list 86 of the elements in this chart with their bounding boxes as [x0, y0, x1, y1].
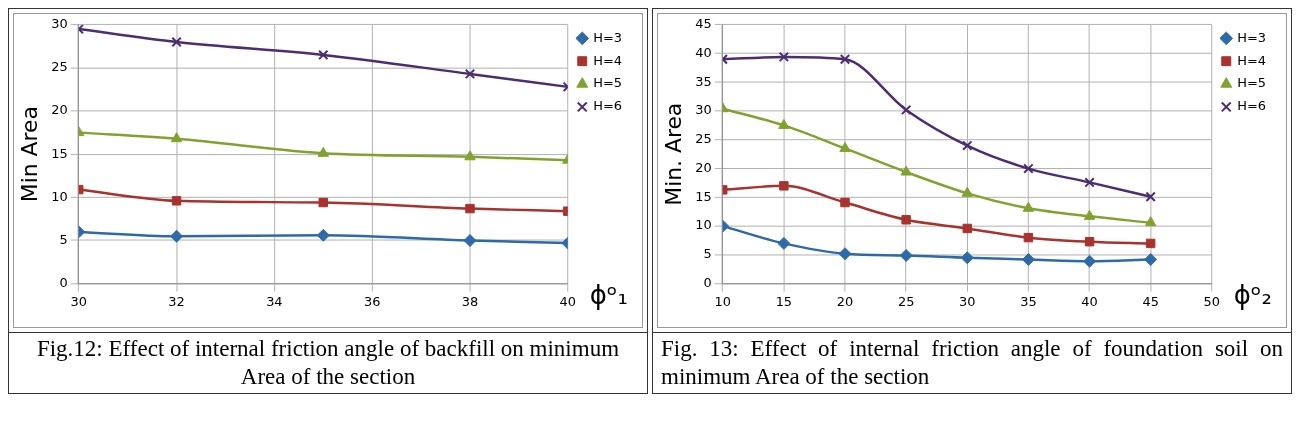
- x-tick-label: 45: [1142, 293, 1159, 309]
- y-tick-label: 10: [51, 188, 68, 204]
- point: [1144, 216, 1157, 227]
- x-tick-label: 38: [461, 293, 479, 309]
- y-tick-label: 5: [59, 231, 68, 247]
- caption: Fig.12: Effect of internal friction angle of backfill on minimum Area of the section: [35, 335, 621, 391]
- point: [464, 68, 476, 80]
- legend-label: H=3: [1237, 29, 1267, 45]
- y-tick-label: 0: [59, 275, 68, 291]
- y-tick-label: 0: [703, 275, 712, 291]
- point: [839, 54, 851, 65]
- y-tick-label: 20: [51, 102, 68, 118]
- y-tick-label: 15: [51, 145, 68, 161]
- point: [1021, 253, 1035, 266]
- y-tick-label: 10: [695, 217, 712, 233]
- point: [1083, 209, 1096, 220]
- y-tick-label: 40: [695, 44, 712, 60]
- point: [318, 49, 329, 61]
- x-tick-label: 34: [266, 293, 283, 309]
- y-tick-label: 15: [695, 188, 712, 204]
- point: [171, 36, 182, 48]
- x-tick-label: 10: [714, 293, 731, 309]
- point: [317, 146, 329, 157]
- point: [901, 215, 911, 225]
- point: [1022, 201, 1035, 212]
- point: [778, 118, 790, 129]
- x-tick-label: 25: [897, 293, 915, 309]
- point: [170, 132, 183, 143]
- point: [465, 203, 475, 214]
- point: [960, 251, 974, 265]
- point: [961, 186, 973, 197]
- point: [464, 150, 476, 161]
- point: [170, 229, 184, 243]
- y-tick-label: 25: [51, 59, 68, 75]
- caption: Fig. 13: Effect of internal friction angle of foundation soil on minimum Area of the section: [660, 335, 1284, 391]
- y-tick-label: 35: [695, 73, 712, 89]
- legend-label: H=6: [593, 98, 623, 114]
- x-tick-label: 15: [775, 293, 793, 309]
- point: [962, 140, 973, 151]
- point: [900, 104, 912, 116]
- point: [1083, 254, 1097, 268]
- point: [171, 196, 182, 206]
- x-tick-label: 30: [959, 293, 976, 309]
- y-tick-label: 30: [51, 16, 68, 32]
- y-tick-label: 20: [695, 159, 712, 175]
- point: [1145, 191, 1156, 202]
- x-tick-label: 32: [168, 293, 185, 309]
- point: [899, 249, 913, 262]
- point: [778, 51, 790, 63]
- x-tick-label: 30: [70, 293, 87, 309]
- point: [900, 165, 912, 176]
- y-tick-label: 25: [695, 131, 712, 147]
- y-axis-title: Min Area: [16, 106, 42, 203]
- point: [1084, 236, 1095, 247]
- point: [316, 228, 330, 242]
- x-tick-label: 40: [1081, 293, 1098, 309]
- legend-label: H=3: [593, 29, 623, 45]
- point: [779, 181, 789, 191]
- point: [1023, 232, 1034, 243]
- point: [1084, 177, 1095, 188]
- x-tick-label: 36: [363, 293, 381, 309]
- point: [1145, 238, 1156, 249]
- point: [777, 236, 791, 250]
- x-axis-title: ϕᵒ₁: [589, 280, 628, 311]
- x-tick-label: 50: [1203, 293, 1221, 309]
- y-tick-label: 45: [695, 16, 712, 32]
- x-axis-title: ϕᵒ₂: [1233, 280, 1272, 311]
- point: [840, 197, 850, 208]
- legend-label: H=5: [1237, 75, 1267, 91]
- point: [838, 247, 852, 261]
- legend-label: H=5: [593, 75, 623, 91]
- point: [1023, 163, 1034, 174]
- point: [962, 223, 972, 234]
- x-tick-label: 40: [559, 293, 577, 309]
- y-tick-label: 30: [695, 102, 712, 118]
- y-tick-label: 5: [703, 246, 712, 262]
- legend-label: H=6: [1237, 98, 1267, 114]
- point: [318, 197, 328, 208]
- x-tick-label: 35: [1020, 293, 1037, 309]
- legend-label: H=4: [1237, 52, 1267, 68]
- y-axis-title: Min. Area: [660, 102, 686, 206]
- point: [463, 234, 477, 247]
- legend-label: H=4: [593, 52, 623, 68]
- x-tick-label: 20: [836, 293, 854, 309]
- point: [839, 141, 851, 152]
- point: [1144, 253, 1158, 266]
